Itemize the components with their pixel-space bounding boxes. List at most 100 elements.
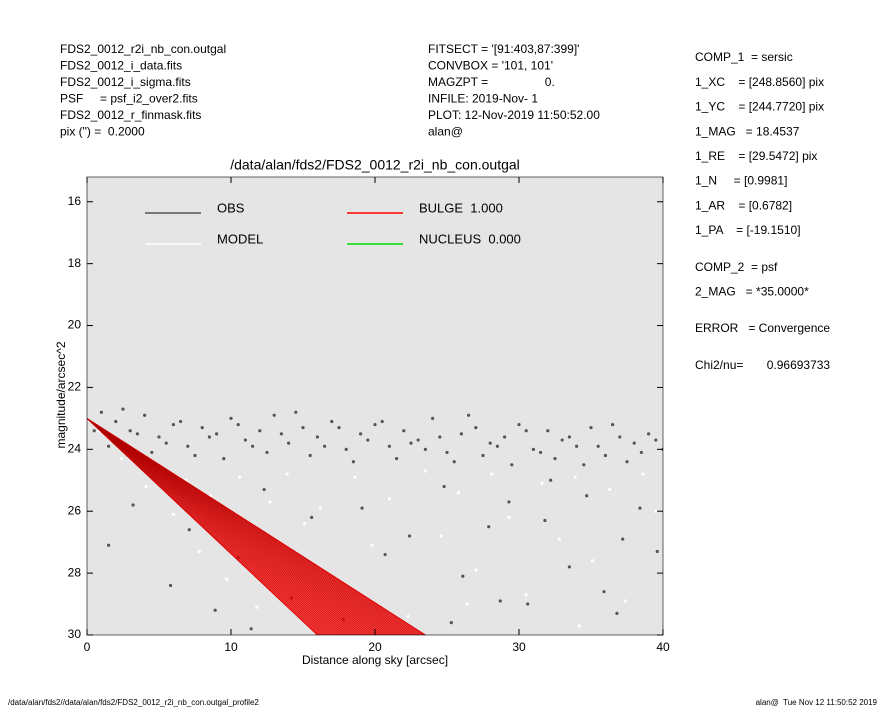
y-tick-label: 24 [68, 441, 82, 455]
data-point [171, 512, 175, 516]
band-hatch [87, 418, 340, 635]
data-point [107, 543, 111, 547]
data-point [179, 419, 183, 424]
data-point [272, 413, 276, 417]
data-point [387, 444, 391, 448]
data-point [490, 472, 494, 476]
band-hatch [87, 418, 321, 635]
data-point [229, 416, 233, 420]
band-hatch [87, 418, 329, 635]
band-hatch [87, 418, 380, 635]
y-tick-label: 20 [68, 318, 82, 332]
band-hatch [87, 418, 369, 635]
data-point [353, 475, 357, 479]
header-left-line: FDS2_0012_r_finmask.fits [60, 108, 201, 122]
header-middle-line: FITSECT = '[91:403,87:399]' [428, 42, 579, 56]
data-point [553, 457, 557, 461]
data-point [285, 472, 289, 476]
data-point [603, 453, 608, 458]
data-point [255, 605, 259, 609]
data-point [225, 577, 229, 581]
legend-label: BULGE 1.000 [419, 200, 503, 215]
data-point [251, 444, 255, 448]
data-point [546, 429, 550, 433]
data-point [337, 426, 341, 430]
data-point [641, 472, 645, 476]
parameter-line: 1_N = [0.9981] [695, 174, 787, 188]
data-point [268, 500, 272, 504]
band-hatch [87, 418, 396, 635]
band-hatch [87, 418, 394, 635]
data-point [577, 624, 582, 628]
data-point [445, 450, 449, 455]
data-point [602, 590, 606, 594]
data-point [507, 500, 511, 504]
x-axis-label: Distance along sky [arcsec] [302, 653, 448, 667]
data-point [623, 599, 628, 603]
data-point [461, 574, 465, 578]
data-point [193, 453, 197, 458]
data-point [383, 552, 387, 557]
data-point [611, 422, 615, 427]
data-point [373, 422, 377, 427]
band-hatch [87, 418, 399, 635]
band-hatch [87, 418, 367, 635]
band-hatch [87, 418, 407, 635]
data-point [539, 450, 543, 455]
data-point [243, 438, 247, 442]
parameter-line: 1_YC = [244.7720] pix [695, 100, 824, 114]
data-point [442, 484, 446, 489]
data-point [262, 487, 266, 492]
data-point [647, 432, 651, 436]
data-point [318, 506, 322, 510]
data-point [487, 525, 491, 529]
band-hatch [87, 418, 350, 635]
data-point [265, 450, 269, 455]
data-point [209, 494, 213, 498]
data-point [625, 460, 629, 464]
data-point [186, 444, 190, 448]
data-point [439, 534, 443, 538]
legend-label: OBS [217, 200, 245, 215]
data-point [258, 429, 262, 433]
y-tick-label: 26 [68, 503, 82, 517]
data-point [655, 549, 659, 554]
parameter-line: 1_PA = [-19.1510] [695, 223, 801, 237]
data-point [416, 438, 420, 442]
data-point [143, 413, 147, 417]
data-point [567, 435, 572, 439]
band-hatch [87, 418, 334, 635]
data-point [114, 419, 118, 424]
data-point [459, 432, 463, 436]
data-point [302, 521, 307, 526]
data-point [507, 515, 511, 520]
header-middle-line: MAGZPT = 0. [428, 75, 555, 89]
data-point [99, 410, 103, 414]
band-hatch [87, 418, 348, 635]
data-point [524, 429, 528, 433]
data-point [596, 444, 600, 448]
data-point [474, 568, 478, 572]
parameter-line: COMP_2 = psf [695, 260, 778, 274]
parameter-line: 1_XC = [248.8560] pix [695, 75, 824, 89]
data-point [621, 537, 625, 541]
data-point [589, 426, 593, 430]
band-hatch [87, 418, 332, 635]
y-tick-label: 18 [68, 256, 82, 270]
band-hatch [87, 418, 404, 635]
data-point [503, 435, 507, 439]
plot-background [87, 177, 663, 635]
data-point [135, 432, 139, 436]
data-point [495, 444, 499, 448]
x-tick-label: 20 [368, 640, 382, 654]
x-tick-label: 0 [84, 640, 91, 654]
data-point [187, 528, 191, 532]
chart-title: /data/alan/fds2/FDS2_0012_r2i_nb_con.out… [230, 157, 520, 173]
band-hatch [87, 418, 356, 635]
data-point [423, 469, 427, 473]
band-hatch [87, 418, 383, 635]
parameter-line: 1_MAG = 18.4537 [695, 124, 800, 138]
y-axis-label: magnitude/arcsec^2 [54, 341, 68, 448]
data-point [236, 422, 240, 427]
data-point [380, 419, 384, 424]
